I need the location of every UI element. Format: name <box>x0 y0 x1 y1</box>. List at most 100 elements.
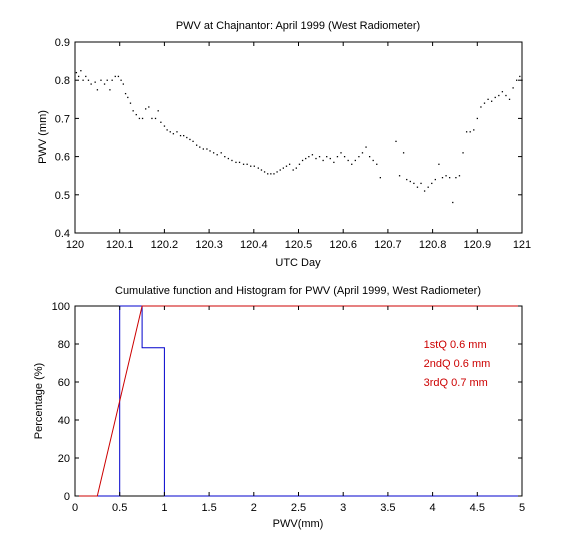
scatter-point <box>77 75 80 78</box>
scatter-point <box>85 75 87 78</box>
scatter-point <box>270 173 272 175</box>
scatter-point <box>103 83 106 85</box>
scatter-point <box>326 156 328 158</box>
chart1-title: PWV at Chajnantor: April 1999 (West Radi… <box>176 20 420 32</box>
scatter-point <box>279 169 281 171</box>
scatter-point <box>246 163 248 165</box>
scatter-point <box>438 163 440 165</box>
scatter-point <box>427 186 429 188</box>
chart1-plot-area <box>74 41 523 234</box>
scatter-point <box>154 117 157 120</box>
scatter-point <box>253 165 255 167</box>
scatter-point <box>336 156 339 158</box>
chart2-y-tick-label: 100 <box>52 301 70 313</box>
chart1-y-tick-label: 0.9 <box>55 37 70 49</box>
scatter-point <box>82 79 84 81</box>
chart2-y-tick-label: 40 <box>58 415 70 427</box>
scatter-point <box>179 134 182 137</box>
chart1-x-tick-label: 120.8 <box>419 239 447 251</box>
scatter-point <box>209 150 211 152</box>
chart2-x-tick-label: 2 <box>251 502 257 514</box>
chart1-x-tick-label: 120.6 <box>329 239 357 251</box>
cumulative-line <box>75 305 522 497</box>
scatter-point <box>516 79 518 81</box>
scatter-point <box>480 106 482 108</box>
chart1-x-tick-label: 120.2 <box>151 239 179 251</box>
chart2-series <box>75 305 522 497</box>
scatter-point <box>343 156 346 158</box>
scatter-point <box>176 131 178 133</box>
chart2-y-tick-label: 20 <box>58 453 70 465</box>
scatter-point <box>476 117 478 120</box>
scatter-point <box>491 100 493 102</box>
scatter-point <box>160 121 162 123</box>
scatter-point <box>458 175 461 177</box>
scatter-point <box>257 167 259 169</box>
scatter-point <box>135 113 137 116</box>
scatter-point <box>448 177 451 179</box>
scatter-point <box>195 144 198 146</box>
scatter-point <box>365 146 367 148</box>
scatter-point <box>127 96 129 99</box>
scatter-point <box>431 182 433 185</box>
scatter-point <box>192 140 194 143</box>
scatter-point <box>340 152 342 154</box>
chart2-y-tick-label: 60 <box>58 377 70 389</box>
scatter-point <box>413 182 415 185</box>
scatter-point <box>347 159 349 162</box>
scatter-point <box>420 182 422 185</box>
scatter-point <box>354 159 356 162</box>
scatter-point <box>90 83 92 85</box>
scatter-point <box>141 117 144 120</box>
scatter-point <box>416 186 419 188</box>
pwv-cumulative-histogram-chart: Cumulative function and Histogram for PW… <box>33 285 525 530</box>
scatter-point <box>106 79 108 81</box>
scatter-point <box>473 129 475 131</box>
scatter-point <box>519 75 521 78</box>
chart1-y-tick-label: 0.4 <box>55 228 70 240</box>
chart2-x-tick-label: 3 <box>340 502 346 514</box>
chart2-plot-area <box>74 305 523 497</box>
scatter-point <box>94 81 96 83</box>
scatter-point <box>298 163 301 165</box>
scatter-point <box>398 175 401 177</box>
scatter-point <box>406 178 408 181</box>
scatter-point <box>220 152 222 154</box>
scatter-point <box>124 92 127 95</box>
scatter-point <box>199 146 201 148</box>
scatter-point <box>318 156 321 158</box>
chart2-x-label: PWV(mm) <box>273 518 324 530</box>
scatter-point <box>157 110 159 112</box>
scatter-point <box>202 148 204 150</box>
chart1-x-label: UTC Day <box>275 257 321 269</box>
scatter-point <box>260 169 263 171</box>
scatter-point <box>273 173 275 175</box>
chart1-x-tick-label: 120.1 <box>106 239 134 251</box>
scatter-point <box>216 154 218 156</box>
annotation-third-quartile: 3rdQ 0.7 mm <box>424 377 488 389</box>
scatter-point <box>172 133 175 135</box>
scatter-point <box>512 87 514 89</box>
scatter-point <box>322 159 324 162</box>
chart2-x-tick-label: 4.5 <box>470 502 485 514</box>
scatter-point <box>308 156 310 158</box>
scatter-point <box>508 98 511 100</box>
scatter-point <box>242 163 245 165</box>
scatter-point <box>498 94 500 97</box>
chart2-y-ticks: 0 20 40 60 80 100 <box>52 301 522 503</box>
scatter-point <box>315 157 317 160</box>
scatter-point <box>368 156 371 158</box>
scatter-point <box>521 79 523 81</box>
scatter-point <box>311 154 314 156</box>
chart1-y-tick-label: 0.8 <box>55 75 70 87</box>
scatter-point <box>148 106 150 108</box>
scatter-point <box>75 71 78 74</box>
scatter-point <box>465 131 468 133</box>
scatter-point <box>395 140 397 143</box>
chart2-y-label: Percentage (%) <box>33 363 45 439</box>
scatter-point <box>227 157 230 160</box>
chart2-y-tick-label: 80 <box>58 339 70 351</box>
scatter-point <box>285 165 288 167</box>
chart2-x-tick-label: 4 <box>430 502 436 514</box>
scatter-point <box>501 91 504 93</box>
